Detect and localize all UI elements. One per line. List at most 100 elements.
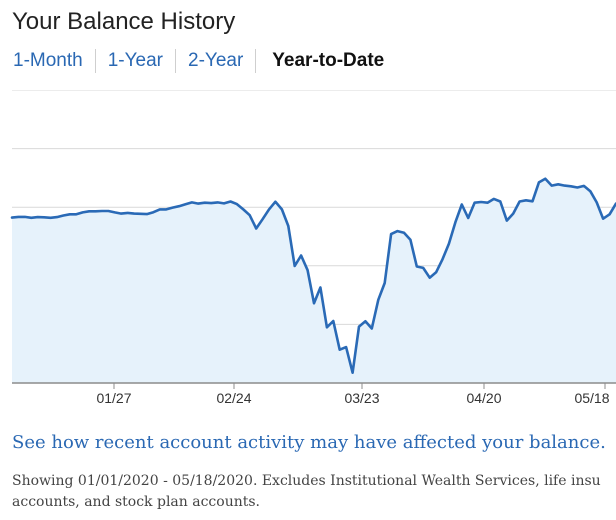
balance-chart: 01/27 02/24 03/23 04/20 05/18 <box>0 90 616 420</box>
data-point <box>480 201 482 203</box>
range-tabs: 1-Month 1-Year 2-Year Year-to-Date <box>0 48 396 74</box>
x-tick-label: 02/24 <box>216 390 251 406</box>
data-point <box>127 212 129 214</box>
data-point <box>326 326 328 328</box>
data-point <box>531 200 534 202</box>
data-point <box>242 208 244 210</box>
data-point <box>570 185 572 187</box>
data-point <box>416 265 418 268</box>
data-point <box>512 213 514 215</box>
data-point <box>358 326 360 328</box>
data-point <box>133 213 135 215</box>
data-point <box>236 203 238 205</box>
note-line-1: Showing 01/01/2020 - 05/18/2020. Exclude… <box>12 473 601 489</box>
data-point <box>204 202 206 204</box>
tab-1-year[interactable]: 1-Year <box>96 49 176 73</box>
balance-chart-svg: 01/27 02/24 03/23 04/20 05/18 <box>10 90 616 406</box>
data-point <box>332 320 334 322</box>
x-tick-label: 01/27 <box>96 390 131 406</box>
data-point <box>313 302 315 304</box>
data-point <box>88 210 90 212</box>
data-point <box>319 286 321 289</box>
x-tick-label: 04/20 <box>466 390 501 406</box>
data-point <box>596 201 598 203</box>
data-point <box>519 200 521 203</box>
data-point <box>223 202 225 204</box>
x-ticks: 01/27 02/24 03/23 04/20 05/18 <box>96 383 610 406</box>
data-point <box>30 217 32 219</box>
data-point <box>262 218 264 220</box>
data-point <box>364 320 366 322</box>
data-point <box>564 185 566 187</box>
data-point <box>454 221 456 223</box>
data-point <box>396 230 399 232</box>
data-point <box>390 233 392 235</box>
data-point <box>377 299 379 301</box>
data-point <box>82 211 84 213</box>
data-point <box>94 210 97 212</box>
data-point <box>448 243 450 245</box>
data-point <box>576 186 579 189</box>
data-point <box>538 181 540 183</box>
data-point <box>17 216 19 218</box>
data-point <box>268 208 270 210</box>
data-point <box>544 178 546 180</box>
data-point <box>210 202 212 204</box>
data-point <box>37 216 39 218</box>
data-point <box>159 208 161 210</box>
data-point <box>345 346 347 348</box>
data-point <box>307 269 309 271</box>
data-point <box>300 254 302 257</box>
tab-1-month[interactable]: 1-Month <box>0 49 96 73</box>
data-point <box>371 327 373 330</box>
data-point <box>11 217 13 219</box>
data-point <box>583 185 585 187</box>
x-tick-label: 03/23 <box>344 390 379 406</box>
data-point <box>24 216 26 218</box>
data-point <box>551 185 553 187</box>
tab-2-year[interactable]: 2-Year <box>176 49 257 73</box>
x-tick-label: 05/18 <box>574 390 609 406</box>
data-point <box>50 217 52 219</box>
data-point <box>114 211 116 213</box>
data-point <box>287 225 289 227</box>
data-point <box>409 239 411 241</box>
data-point <box>422 267 424 269</box>
date-range-note: Showing 01/01/2020 - 05/18/2020. Exclude… <box>12 471 616 513</box>
data-point <box>101 210 103 212</box>
data-point <box>506 220 508 222</box>
data-point <box>294 265 296 267</box>
data-point <box>43 216 45 218</box>
data-point <box>281 208 283 210</box>
data-point <box>429 277 431 279</box>
data-point <box>435 271 437 273</box>
data-point <box>191 201 193 203</box>
account-activity-link[interactable]: See how recent account activity may have… <box>12 432 606 453</box>
data-point <box>56 216 58 218</box>
data-point <box>172 207 174 209</box>
data-point <box>461 203 463 206</box>
data-point <box>107 210 109 212</box>
data-point <box>62 214 64 217</box>
data-point <box>178 205 180 207</box>
data-point <box>525 199 527 201</box>
data-point <box>139 213 142 215</box>
data-point <box>184 203 187 205</box>
balance-area <box>12 178 616 383</box>
data-point <box>557 183 559 185</box>
tab-year-to-date[interactable]: Year-to-Date <box>272 50 385 71</box>
note-line-2: accounts, and stock plan accounts. <box>12 494 260 510</box>
data-point <box>352 372 354 374</box>
data-point <box>229 200 232 203</box>
data-point <box>120 213 122 215</box>
data-point <box>197 203 199 205</box>
data-point <box>474 202 476 204</box>
data-point <box>441 258 444 260</box>
points-layer <box>11 178 616 374</box>
data-point <box>589 190 591 192</box>
page-title: Your Balance History <box>12 8 236 35</box>
data-point <box>493 198 495 200</box>
data-point <box>486 202 489 204</box>
data-point <box>467 217 469 219</box>
data-point <box>152 211 154 213</box>
